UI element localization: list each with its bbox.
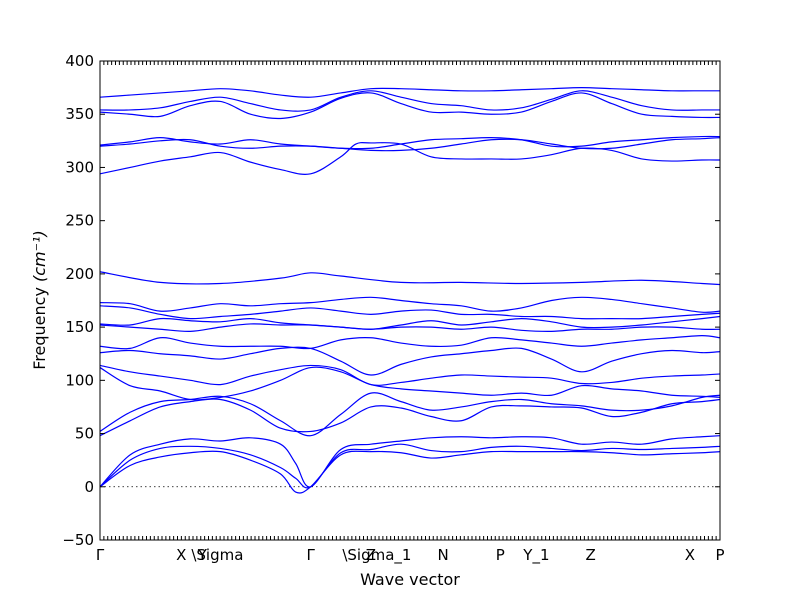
band-series-9 — [99, 335, 721, 350]
band-series-2 — [99, 443, 721, 489]
band-series-17 — [99, 135, 721, 150]
band-series-6 — [99, 366, 721, 401]
x-tick-label: Z — [366, 546, 376, 564]
y-tick-label: 350 — [65, 105, 94, 123]
y-tick-label: 250 — [65, 212, 94, 230]
y-tick-label: −50 — [62, 531, 94, 549]
band-series-14 — [99, 271, 721, 286]
band-series-11 — [99, 315, 721, 330]
band-series-8 — [99, 346, 721, 376]
band-series-10 — [99, 323, 721, 333]
x-tick-label: Z — [585, 546, 595, 564]
y-tick-label: 200 — [65, 265, 94, 283]
band-series-19 — [99, 90, 720, 112]
x-tick-label: N — [437, 546, 448, 564]
y-tick-label: 300 — [65, 158, 94, 176]
band-series-1 — [99, 450, 721, 494]
x-tick-label: X — [685, 546, 695, 564]
x-tick-label: X — [176, 546, 186, 564]
x-tick-label: Y_1 — [522, 546, 549, 565]
x-axis-label: Wave vector — [360, 570, 460, 589]
band-series-15 — [99, 142, 721, 175]
x-tick-label: P — [715, 546, 724, 564]
band-series-12 — [99, 305, 721, 320]
y-tick-label: 0 — [84, 478, 94, 496]
y-tick-label: 50 — [75, 425, 94, 443]
band-series-13 — [99, 296, 721, 313]
x-tick-label: Γ — [96, 546, 105, 564]
band-series-20 — [99, 87, 720, 98]
y-axis-label-unit: (cm⁻¹) — [30, 230, 49, 282]
y-tick-label: 100 — [65, 371, 94, 389]
band-series-5 — [99, 392, 721, 437]
y-tick-label: 400 — [65, 52, 94, 70]
x-tick-label: Γ — [306, 546, 315, 564]
band-series-16 — [99, 137, 721, 152]
y-axis-label: Frequency (cm⁻¹) — [30, 230, 49, 369]
y-axis-label-text: Frequency — [30, 287, 49, 370]
plot-frame — [99, 60, 721, 541]
x-tick-label: \Sigma — [191, 546, 243, 564]
band-series-7 — [99, 364, 721, 386]
x-tick-label: P — [496, 546, 505, 564]
x-tick-label: Y — [197, 546, 208, 564]
band-series-3 — [99, 435, 721, 488]
y-tick-label: 150 — [65, 318, 94, 336]
x-tick-label: \Sigma_1 — [342, 546, 411, 565]
plot-area — [99, 87, 721, 494]
band-series-18 — [99, 92, 721, 120]
